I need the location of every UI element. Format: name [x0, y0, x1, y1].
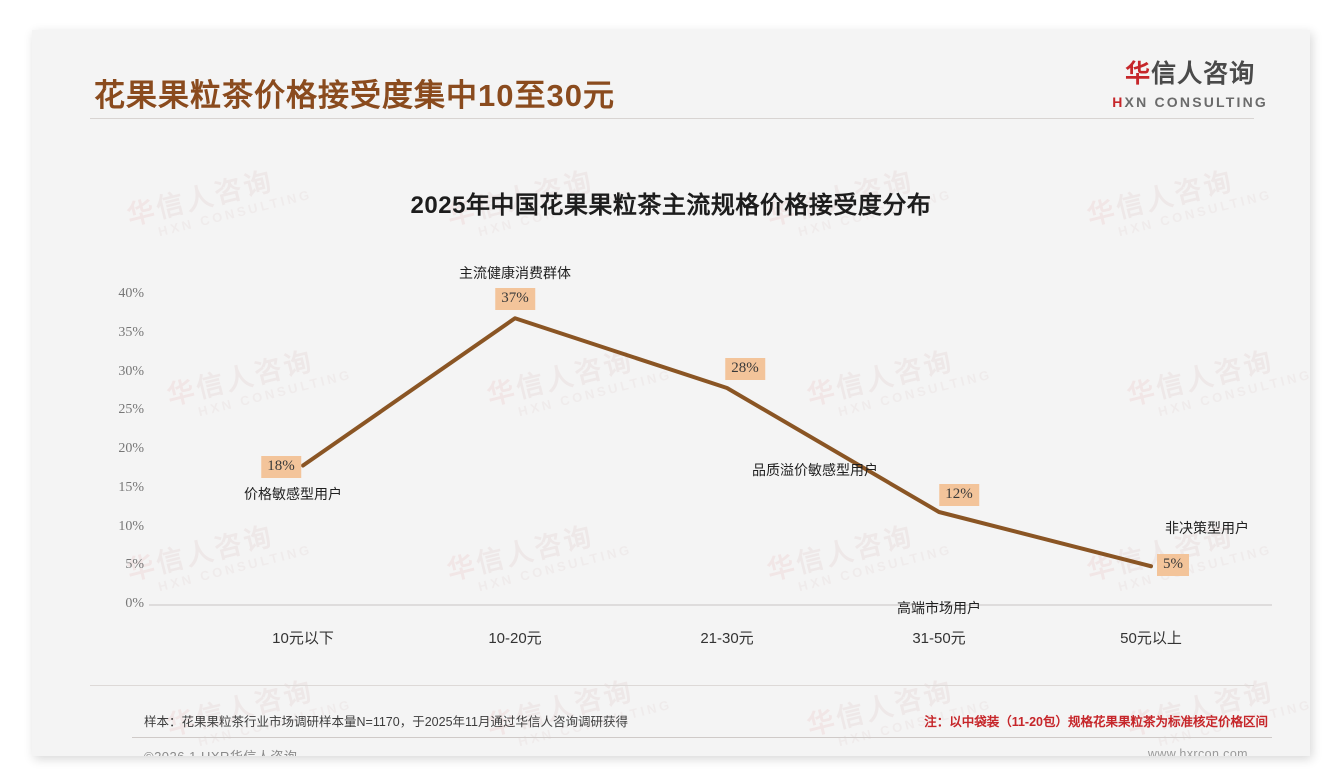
chart-plot-area: 0% 5% 10% 15% 20% 25% 30% 35% 40% 10元以下 10-20元 21-3… — [92, 255, 1272, 647]
y-axis-tick: 25% — [118, 402, 144, 418]
page-title: 花果果粒茶价格接受度集中10至30元 — [94, 78, 615, 113]
x-axis-tick: 10-20元 — [488, 630, 542, 647]
point-annotation: 品质溢价敏感型用户 — [752, 462, 878, 478]
y-axis-tick: 30% — [118, 363, 144, 379]
copyright-text: ©2026.1 HXR华信人咨询 — [144, 746, 297, 756]
y-axis-tick: 10% — [118, 518, 144, 534]
data-label: 37% — [495, 288, 535, 311]
y-axis-tick: 5% — [125, 557, 144, 573]
data-label: 18% — [261, 455, 301, 478]
header-divider — [90, 118, 1254, 119]
brand-logo-en-highlight: H — [1112, 94, 1125, 110]
y-axis-tick: 15% — [118, 479, 144, 495]
spec-note: 注：以中袋装（11-20包）规格花果果粒茶为标准核定价格区间 — [924, 715, 1268, 729]
series-line — [301, 316, 1153, 569]
y-axis-tick: 20% — [118, 441, 144, 456]
website-url: www.hxrcon.com — [1147, 747, 1248, 756]
brand-logo-cn-highlight: 华 — [1125, 61, 1152, 88]
point-annotation: 高端市场用户 — [897, 600, 981, 616]
brand-logo-en-rest: XN CONSULTING — [1124, 94, 1268, 110]
chart-title: 2025年中国花果果粒茶主流规格价格接受度分布 — [410, 192, 932, 219]
x-axis-tick: 50元以上 — [1120, 630, 1182, 647]
point-annotation: 主流健康消费群体 — [459, 265, 571, 282]
brand-logo: 华信人咨询 HXN CONSULTING — [1112, 54, 1268, 110]
brand-logo-cn: 华信人咨询 — [1112, 54, 1268, 90]
y-axis-tick: 0% — [125, 596, 144, 611]
y-axis-tick: 40% — [118, 286, 144, 301]
x-axis-tick: 31-50元 — [912, 630, 966, 647]
x-axis-tick: 21-30元 — [700, 630, 754, 647]
data-label: 12% — [939, 484, 979, 506]
x-axis-tick: 10元以下 — [272, 630, 334, 647]
slide-card: 华信人咨询 HXN CONSULTING 华信人咨询 HXN CONSULTING 华信… — [32, 30, 1310, 756]
data-label: 28% — [725, 358, 765, 380]
brand-logo-en: HXN CONSULTING — [1112, 94, 1268, 110]
data-label: 5% — [1157, 554, 1189, 577]
footer-divider-bottom — [132, 737, 1272, 738]
slide-header: 花果果粒茶价格接受度集中10至30元 华信人咨询 HXN CONSULTING — [32, 30, 1310, 118]
brand-logo-cn-rest: 信人咨询 — [1151, 61, 1256, 88]
point-annotation: 价格敏感型用户 — [244, 485, 342, 502]
point-annotation: 非决策型用户 — [1165, 520, 1249, 537]
footer-divider-top — [90, 685, 1254, 686]
chart-svg — [149, 316, 1272, 606]
y-axis-tick: 35% — [118, 324, 144, 340]
sample-note: 样本：花果果粒茶行业市场调研样本量N=1170，于2025年11月通过华信人咨询… — [144, 715, 628, 729]
